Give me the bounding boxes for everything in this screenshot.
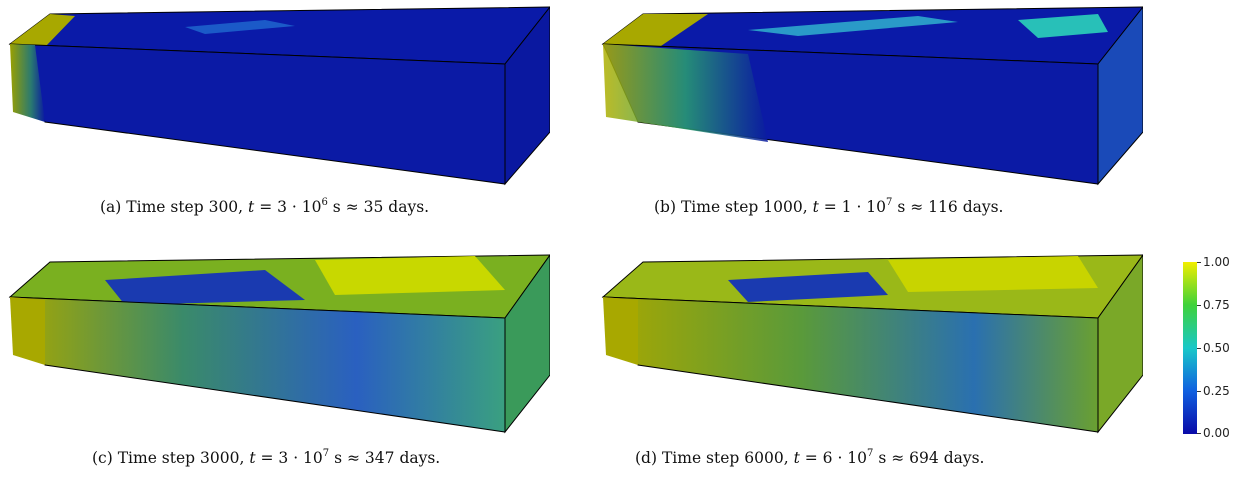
colorbar-tick-label: 0.00 — [1203, 426, 1230, 440]
left-face — [603, 297, 638, 365]
saturation-front — [603, 14, 708, 48]
box-render-a — [8, 6, 550, 186]
caption-a: (a) Time step 300, t = 3 · 106 s ≈ 35 da… — [100, 197, 430, 216]
plume-region — [748, 16, 958, 36]
colorbar-tick-mark — [1197, 348, 1201, 349]
right-face — [1097, 6, 1143, 186]
plume-region-2 — [888, 256, 1098, 292]
colorbar-tick-mark — [1197, 391, 1201, 392]
colorbar-tick-mark — [1197, 262, 1201, 263]
panel-b-render — [598, 2, 1143, 187]
colorbar — [1183, 262, 1197, 434]
left-face — [603, 44, 768, 142]
caption-b: (b) Time step 1000, t = 1 · 107 s ≈ 116 … — [654, 197, 1004, 216]
right-face — [504, 254, 550, 434]
right-face — [504, 6, 550, 186]
front-face — [9, 296, 506, 433]
plume-region — [185, 20, 295, 34]
caption-d: (d) Time step 6000, t = 6 · 107 s ≈ 694 … — [635, 448, 985, 467]
plume-region — [105, 270, 305, 305]
front-face — [602, 296, 1099, 433]
colorbar-tick-label: 0.25 — [1203, 384, 1230, 398]
panel-a-render — [5, 2, 550, 187]
box-render-d — [601, 254, 1143, 434]
panel-d-render — [598, 250, 1143, 440]
box-render-c — [8, 254, 550, 434]
plume-region-2 — [1018, 14, 1108, 38]
left-face — [10, 297, 45, 365]
colorbar-tick-label: 0.75 — [1203, 298, 1230, 312]
panel-c-render — [5, 250, 550, 440]
saturation-front — [10, 14, 75, 47]
caption-c: (c) Time step 3000, t = 3 · 107 s ≈ 347 … — [92, 448, 441, 467]
colorbar-tick-mark — [1197, 433, 1201, 434]
plume-region-2 — [315, 256, 505, 295]
left-face — [10, 44, 45, 122]
colorbar-tick-mark — [1197, 305, 1201, 306]
right-face — [1097, 254, 1143, 434]
colorbar-tick-label: 1.00 — [1203, 255, 1230, 269]
colorbar-tick-label: 0.50 — [1203, 341, 1230, 355]
front-face — [9, 43, 506, 185]
plume-region — [728, 272, 888, 302]
box-render-b — [601, 6, 1143, 186]
